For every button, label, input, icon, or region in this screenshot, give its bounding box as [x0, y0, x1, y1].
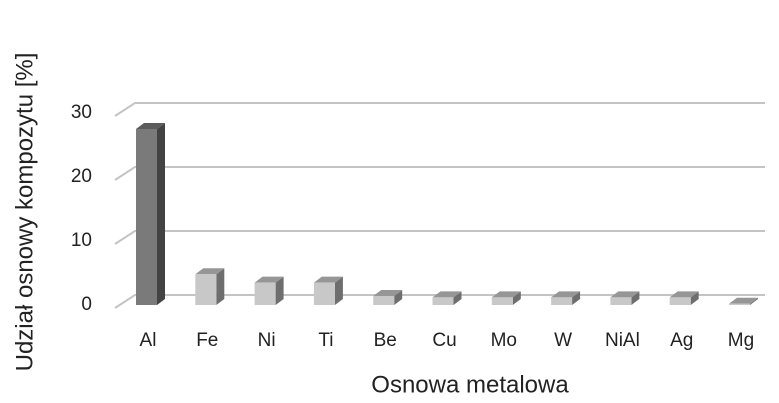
- bar-face: [551, 291, 581, 298]
- x-tick-label: NiAl: [605, 330, 640, 351]
- bar: [373, 290, 403, 305]
- y-tick-label: 30: [71, 102, 92, 123]
- bar: [432, 291, 462, 305]
- bar-face: [373, 290, 403, 297]
- y-axis-title: Udział osnowy kompozytu [%]: [11, 53, 38, 372]
- bar-face: [491, 291, 521, 298]
- grid-line: [114, 102, 765, 117]
- bar-face: [631, 291, 640, 305]
- bar-face: [690, 291, 699, 305]
- bar-face: [195, 268, 225, 275]
- bar: [729, 297, 758, 305]
- bar-face: [669, 291, 699, 298]
- bar-face: [432, 291, 462, 298]
- bar-face: [432, 297, 454, 305]
- bar-face: [136, 129, 157, 305]
- x-tick-label: Mo: [491, 330, 517, 351]
- bar: [313, 276, 343, 305]
- bar-face: [729, 297, 758, 304]
- bar-face: [610, 291, 640, 298]
- x-tick-label: Be: [374, 330, 397, 351]
- y-tick-label: 20: [71, 166, 92, 187]
- bar-face: [750, 297, 758, 305]
- bar-face: [216, 268, 225, 305]
- bar-face: [491, 297, 513, 305]
- bar-face: [334, 276, 343, 305]
- bar-face: [313, 276, 343, 283]
- x-tick-label: Cu: [432, 330, 456, 351]
- bar-face: [669, 297, 691, 305]
- bar-face: [610, 297, 632, 305]
- bar-face: [373, 296, 395, 305]
- grid-line: [114, 230, 765, 245]
- x-tick-label: Ti: [318, 330, 333, 351]
- bar-face: [512, 291, 521, 305]
- bar-face: [195, 274, 217, 305]
- x-axis-title: Osnowa metalowa: [371, 371, 569, 398]
- bar: [551, 291, 581, 305]
- x-tick-label: Ag: [670, 330, 693, 351]
- bar-face: [275, 276, 284, 305]
- bar-face: [394, 290, 403, 305]
- bar: [195, 268, 225, 305]
- bar-face: [551, 297, 573, 305]
- bar-face: [729, 303, 750, 305]
- bar: [491, 291, 521, 305]
- bar-face: [136, 123, 165, 129]
- x-tick-label: W: [554, 330, 572, 351]
- x-tick-label: Ni: [258, 330, 276, 351]
- bar: [669, 291, 699, 305]
- bar-face: [254, 282, 276, 305]
- bar-face: [254, 276, 284, 283]
- bar: [610, 291, 640, 305]
- y-tick-label: 0: [81, 294, 92, 315]
- grid-line: [114, 166, 765, 181]
- bar: [254, 276, 284, 305]
- x-tick-label: Al: [140, 330, 157, 351]
- y-tick-label: 10: [71, 230, 92, 251]
- bar: [136, 123, 165, 305]
- bar-face: [313, 282, 335, 305]
- bar-face: [157, 123, 165, 305]
- x-tick-label: Fe: [196, 330, 218, 351]
- bar-face: [572, 291, 581, 305]
- bar-face: [453, 291, 462, 305]
- x-tick-label: Mg: [728, 330, 754, 351]
